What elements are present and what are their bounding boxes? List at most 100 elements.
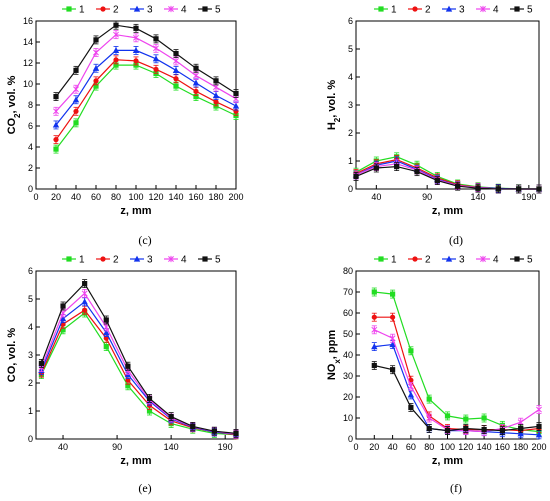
data-point (133, 25, 139, 31)
data-point (153, 36, 159, 42)
data-point (146, 395, 153, 401)
data-point (173, 50, 179, 57)
data-point (103, 329, 110, 336)
panel-label: (e) (138, 481, 151, 495)
y-tick-label: 16 (23, 16, 33, 26)
y-tick-label: 4 (28, 322, 33, 332)
data-point (92, 64, 100, 71)
y-tick-label: 2 (348, 128, 353, 138)
data-point (481, 426, 487, 433)
series-3 (38, 297, 240, 439)
y-axis-label: CO2, vol. % (6, 75, 22, 134)
data-point (60, 327, 66, 333)
y-tick-label: 0 (348, 434, 353, 444)
data-point (499, 428, 505, 434)
panel-label: (f) (450, 481, 462, 495)
data-point (146, 408, 153, 414)
x-tick-label: 120 (148, 192, 163, 202)
y-axis-label: H2, vol. % (326, 80, 342, 131)
data-point (426, 396, 432, 402)
data-point (475, 185, 481, 191)
data-point (444, 428, 451, 434)
panel-label: (d) (449, 233, 463, 247)
y-tick-label: 14 (23, 37, 33, 47)
series-1 (38, 308, 239, 440)
y-tick-label: 3 (348, 100, 353, 110)
y-axis-label-sub: 2 (333, 117, 342, 122)
data-point (414, 169, 420, 175)
legend-label-2: 2 (113, 5, 119, 16)
y-tick-label: 4 (28, 142, 33, 152)
legend-label-4: 4 (493, 255, 499, 266)
data-point (390, 291, 396, 297)
data-point (517, 430, 524, 437)
data-point (72, 96, 80, 103)
series-5 (53, 20, 239, 101)
data-point (73, 86, 79, 93)
data-point (426, 414, 433, 422)
series-2 (353, 155, 542, 194)
data-point (190, 423, 196, 429)
y-axis-label-rest: , vol. % (6, 328, 18, 366)
data-point (407, 391, 415, 398)
series-5 (353, 162, 542, 194)
data-point (193, 88, 199, 94)
data-point (495, 186, 501, 192)
x-axis-label: z, mm (120, 205, 151, 217)
y-axis-label-main: CO (6, 117, 18, 134)
legend-label-5: 5 (215, 255, 221, 266)
data-point (132, 47, 140, 53)
data-point (193, 94, 199, 100)
y-tick-label: 6 (28, 266, 33, 276)
data-point (133, 34, 139, 41)
y-tick-label: 0 (28, 434, 33, 444)
data-point (82, 281, 88, 287)
legend-label-1: 1 (79, 5, 85, 16)
legend-label-1: 1 (391, 255, 397, 266)
data-point (444, 413, 451, 419)
x-tick-label: 140 (164, 442, 179, 452)
legend-marker (514, 6, 520, 12)
x-tick-label: 200 (531, 442, 546, 452)
y-tick-label: 5 (348, 44, 353, 54)
data-point (193, 65, 199, 71)
data-point (371, 343, 378, 350)
data-point (81, 290, 88, 297)
data-point (153, 45, 159, 52)
y-tick-label: 2 (28, 378, 33, 388)
x-tick-label: 160 (495, 442, 510, 452)
series-5 (38, 279, 239, 438)
x-tick-label: 100 (128, 192, 143, 202)
y-tick-label: 30 (343, 371, 353, 381)
legend-label-4: 4 (493, 5, 499, 16)
legend-marker (168, 5, 174, 13)
legend: 1 2 3 4 5 (374, 255, 533, 266)
legend-label-3: 3 (147, 5, 153, 16)
x-tick-label: 0 (33, 192, 38, 202)
series-line (355, 165, 539, 190)
y-tick-label: 20 (343, 392, 353, 402)
x-tick-label: 20 (51, 192, 61, 202)
legend-marker (480, 255, 486, 263)
y-tick-label: 80 (343, 266, 353, 276)
legend-label-4: 4 (181, 255, 187, 266)
data-point (81, 298, 88, 305)
data-point (212, 92, 220, 99)
data-point (389, 341, 396, 348)
legend: 1 2 3 4 5 (62, 255, 221, 266)
y-axis-label-main: NO (326, 363, 338, 380)
data-point (113, 22, 119, 28)
y-axis-label: NOx, ppm (326, 330, 342, 381)
x-axis-label: z, mm (120, 455, 151, 467)
data-point (213, 78, 219, 84)
legend-label-2: 2 (113, 255, 119, 266)
x-tick-label: 40 (388, 442, 398, 452)
series-line (374, 329, 540, 433)
data-point (408, 404, 414, 411)
data-point (408, 348, 414, 354)
data-point (371, 289, 377, 295)
y-tick-label: 3 (28, 350, 33, 360)
series-line (55, 24, 237, 97)
